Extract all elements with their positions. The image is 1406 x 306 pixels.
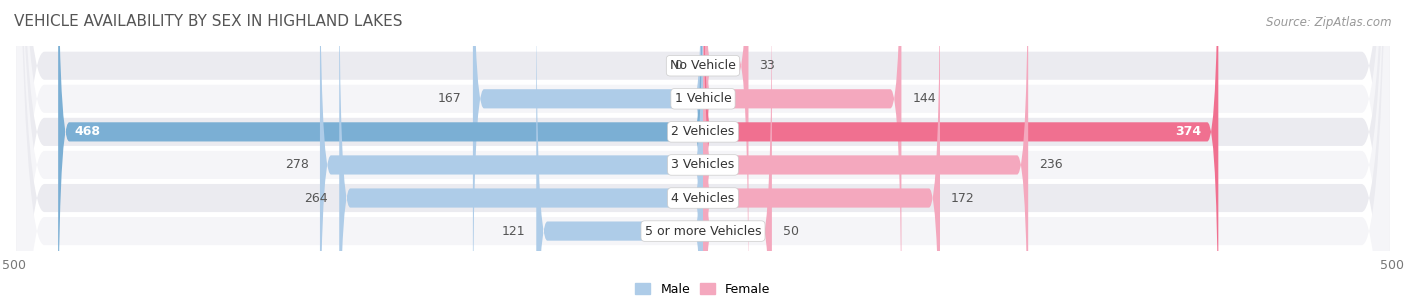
- FancyBboxPatch shape: [703, 0, 772, 306]
- Text: No Vehicle: No Vehicle: [671, 59, 735, 72]
- Text: Source: ZipAtlas.com: Source: ZipAtlas.com: [1267, 17, 1392, 29]
- Legend: Male, Female: Male, Female: [636, 283, 770, 296]
- Text: 172: 172: [950, 192, 974, 204]
- FancyBboxPatch shape: [339, 0, 703, 306]
- Text: 33: 33: [759, 59, 775, 72]
- Text: 4 Vehicles: 4 Vehicles: [672, 192, 734, 204]
- FancyBboxPatch shape: [17, 0, 1389, 306]
- Text: VEHICLE AVAILABILITY BY SEX IN HIGHLAND LAKES: VEHICLE AVAILABILITY BY SEX IN HIGHLAND …: [14, 14, 402, 29]
- Text: 374: 374: [1175, 125, 1202, 138]
- FancyBboxPatch shape: [17, 0, 1389, 306]
- FancyBboxPatch shape: [703, 0, 1219, 306]
- Text: 278: 278: [285, 159, 309, 171]
- Text: 167: 167: [439, 92, 461, 105]
- Text: 0: 0: [675, 59, 682, 72]
- Text: 3 Vehicles: 3 Vehicles: [672, 159, 734, 171]
- Text: 468: 468: [75, 125, 101, 138]
- FancyBboxPatch shape: [536, 0, 703, 306]
- FancyBboxPatch shape: [703, 0, 941, 306]
- FancyBboxPatch shape: [703, 0, 901, 306]
- Text: 264: 264: [305, 192, 328, 204]
- FancyBboxPatch shape: [703, 0, 1028, 306]
- Text: 50: 50: [783, 225, 799, 237]
- FancyBboxPatch shape: [17, 0, 1389, 306]
- Text: 121: 121: [502, 225, 526, 237]
- FancyBboxPatch shape: [321, 0, 703, 306]
- Text: 2 Vehicles: 2 Vehicles: [672, 125, 734, 138]
- FancyBboxPatch shape: [472, 0, 703, 306]
- Text: 144: 144: [912, 92, 936, 105]
- Text: 236: 236: [1039, 159, 1063, 171]
- Text: 5 or more Vehicles: 5 or more Vehicles: [645, 225, 761, 237]
- FancyBboxPatch shape: [17, 0, 1389, 306]
- Text: 1 Vehicle: 1 Vehicle: [675, 92, 731, 105]
- FancyBboxPatch shape: [17, 0, 1389, 306]
- FancyBboxPatch shape: [58, 0, 703, 306]
- FancyBboxPatch shape: [703, 0, 748, 306]
- FancyBboxPatch shape: [17, 0, 1389, 306]
